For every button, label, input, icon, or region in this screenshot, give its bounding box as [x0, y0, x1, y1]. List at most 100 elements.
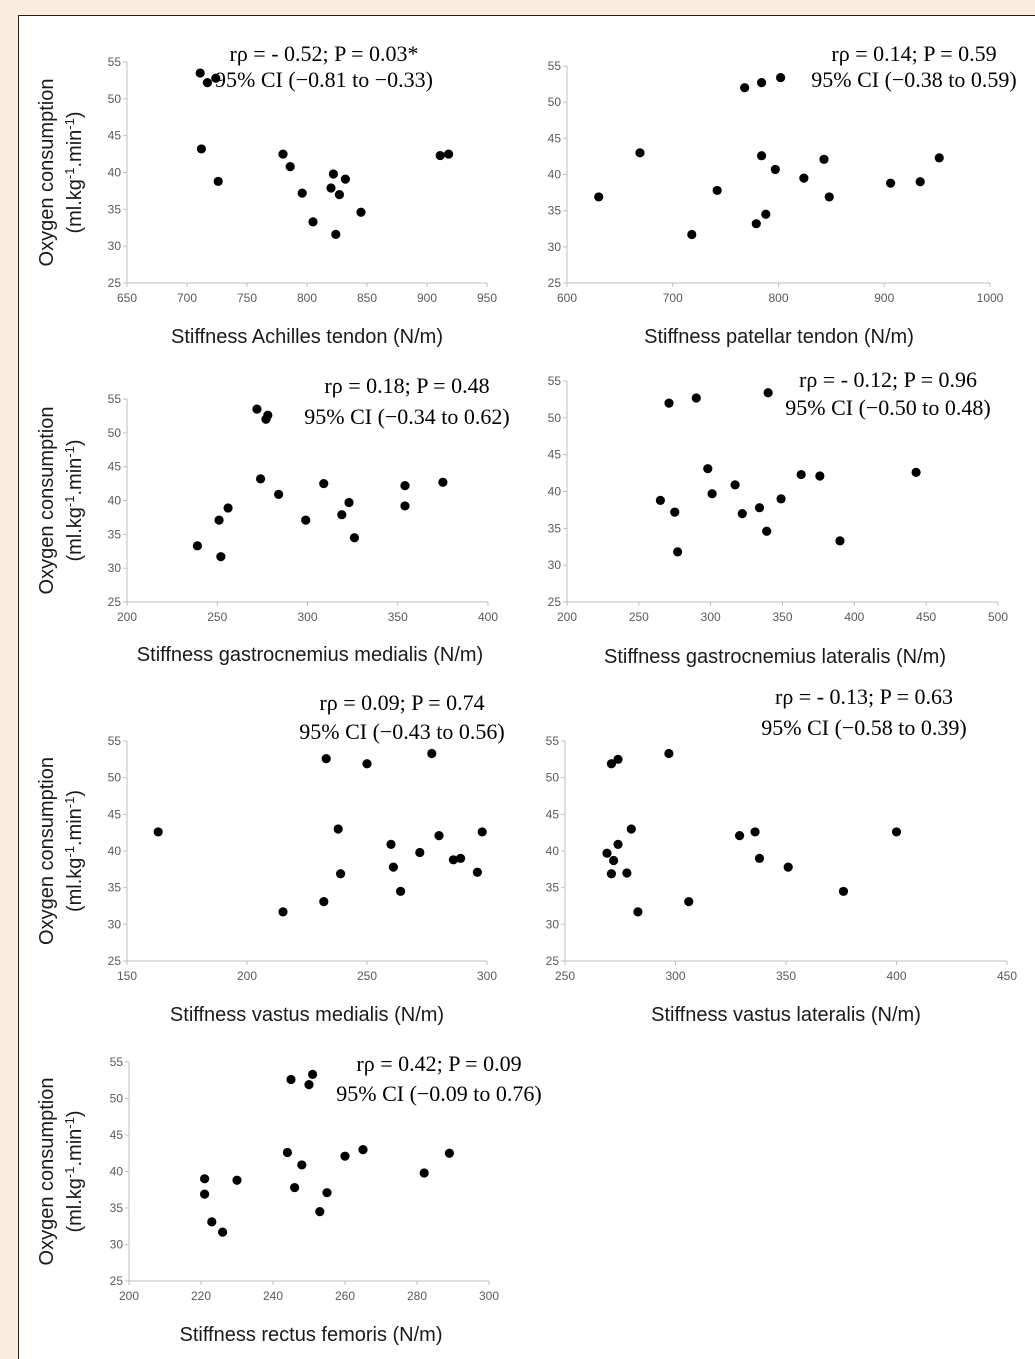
superscript: -1 [62, 446, 77, 458]
x-axis-label: Stiffness Achilles tendon (N/m) [171, 326, 443, 348]
data-point [297, 188, 307, 198]
data-point [934, 153, 944, 163]
data-point [477, 827, 487, 837]
y-tick-label: 25 [108, 954, 122, 968]
y-tick-label: 55 [108, 392, 122, 406]
data-point [456, 853, 466, 863]
data-point [730, 480, 740, 490]
y-tick-label: 45 [548, 448, 562, 462]
x-tick-label: 300 [297, 610, 317, 624]
x-tick-label: 400 [886, 969, 906, 983]
x-tick-label: 300 [701, 610, 721, 624]
data-point [349, 533, 360, 543]
correlation-annotation: rρ = - 0.12; P = 0.96 [799, 367, 977, 392]
x-tick-label: 400 [478, 610, 498, 624]
data-point [362, 759, 372, 769]
y-tick-label: 35 [548, 204, 562, 218]
data-point [664, 398, 674, 408]
data-point [322, 1188, 332, 1198]
data-point [707, 489, 717, 499]
data-point [308, 1069, 318, 1080]
data-point [400, 501, 410, 511]
data-point [326, 183, 336, 193]
data-point [783, 862, 793, 872]
data-point [195, 68, 205, 78]
y-axis-units: (ml.kg-1.min-1) [62, 790, 87, 912]
data-point [223, 503, 233, 513]
data-point [622, 868, 632, 878]
y-tick-label: 40 [108, 844, 122, 858]
data-point [358, 1145, 368, 1155]
data-point [609, 855, 619, 866]
data-point [282, 1147, 292, 1158]
y-tick-label: 30 [110, 1238, 124, 1252]
data-point [796, 469, 806, 480]
data-point [396, 886, 406, 896]
data-point [340, 174, 350, 184]
x-tick-label: 260 [335, 1289, 355, 1303]
superscript: -1 [62, 797, 77, 809]
data-point [216, 552, 226, 562]
data-point [438, 477, 448, 487]
y-tick-label: 50 [108, 426, 122, 440]
data-point [331, 229, 341, 239]
y-axis-label: Oxygen consumption [36, 1078, 58, 1266]
data-point [356, 207, 366, 217]
y-tick-label: 55 [546, 734, 560, 748]
data-point [815, 471, 825, 481]
superscript: -1 [62, 168, 77, 180]
data-point [255, 474, 266, 484]
correlation-annotation: rρ = 0.18; P = 0.48 [324, 373, 489, 398]
y-tick-label: 30 [546, 917, 560, 931]
data-point [915, 177, 925, 187]
data-point [333, 824, 343, 834]
data-point [321, 754, 331, 764]
units-text: ) [64, 1110, 86, 1117]
y-tick-label: 25 [108, 276, 122, 290]
y-tick-label: 30 [108, 917, 122, 931]
units-text: (ml.kg [64, 858, 86, 912]
data-point [737, 509, 747, 519]
data-point [304, 1080, 314, 1090]
data-point [261, 414, 271, 424]
x-tick-label: 900 [874, 291, 894, 305]
data-point [400, 481, 410, 491]
x-axis-label: Stiffness gastrocnemius medialis (N/m) [137, 644, 483, 666]
y-tick-label: 35 [110, 1201, 124, 1215]
y-tick-label: 55 [548, 374, 562, 388]
x-tick-label: 300 [477, 969, 497, 983]
y-tick-label: 30 [108, 561, 122, 575]
correlation-annotation: rρ = 0.42; P = 0.09 [356, 1051, 521, 1076]
units-text: ) [64, 111, 86, 118]
data-point [754, 853, 765, 863]
x-tick-label: 700 [177, 291, 197, 305]
data-point [602, 848, 612, 858]
data-point [664, 748, 674, 759]
data-point [761, 209, 771, 219]
data-point [315, 1207, 325, 1217]
data-point [319, 897, 329, 907]
data-point [691, 393, 701, 403]
data-point [770, 164, 780, 175]
data-point [756, 151, 767, 161]
data-point [328, 169, 338, 179]
superscript: -1 [62, 118, 77, 130]
data-point [673, 547, 683, 557]
y-tick-label: 50 [108, 771, 122, 785]
data-point [819, 154, 829, 164]
data-point [278, 149, 288, 159]
x-tick-label: 350 [388, 610, 408, 624]
y-tick-label: 45 [108, 129, 122, 143]
x-tick-label: 350 [776, 969, 796, 983]
data-point [415, 847, 425, 858]
data-point [712, 185, 722, 196]
data-point [344, 497, 354, 508]
data-point [337, 510, 347, 520]
units-text: ) [64, 790, 86, 797]
data-point [232, 1175, 242, 1185]
y-tick-label: 50 [110, 1092, 124, 1106]
data-point [838, 886, 849, 896]
data-point [444, 1148, 454, 1158]
units-text: .min [64, 458, 86, 496]
y-tick-label: 45 [108, 460, 122, 474]
